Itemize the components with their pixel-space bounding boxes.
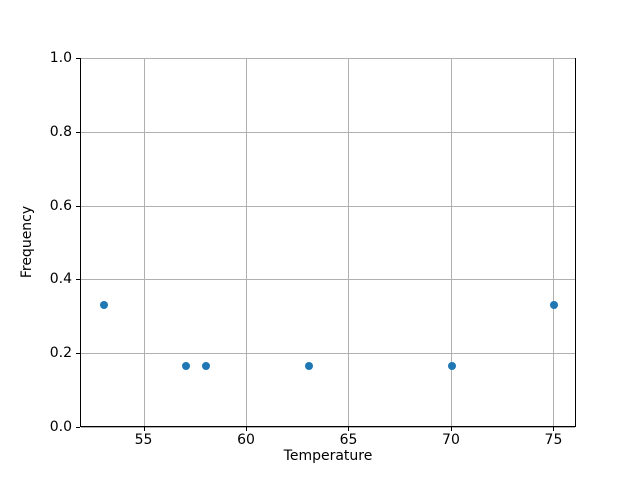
- y-tick-mark: [76, 58, 80, 59]
- y-tick-mark: [76, 205, 80, 207]
- y-tick-label: 0.4: [49, 271, 72, 288]
- gridline-vertical: [450, 59, 452, 426]
- x-tick-label: 55: [134, 432, 153, 448]
- y-tick-mark: [76, 427, 80, 428]
- data-point: [550, 301, 559, 310]
- data-point: [181, 362, 190, 371]
- gridline-horizontal: [81, 58, 575, 59]
- y-tick-mark: [76, 279, 80, 281]
- data-point: [304, 362, 313, 371]
- plot-area: [80, 58, 576, 428]
- x-tick-mark: [450, 427, 452, 431]
- data-point: [99, 301, 108, 310]
- gridline-vertical: [348, 59, 350, 426]
- gridline-horizontal: [81, 279, 575, 281]
- y-tick-label: 0.0: [49, 419, 72, 435]
- x-tick-mark: [143, 427, 145, 431]
- y-axis-label: Frequency: [19, 205, 35, 279]
- y-tick-label: 0.8: [49, 123, 72, 140]
- gridline-vertical: [553, 59, 555, 426]
- data-point: [447, 362, 456, 371]
- gridline-horizontal: [81, 427, 575, 428]
- y-tick-mark: [76, 353, 80, 355]
- x-tick-label: 65: [339, 432, 358, 448]
- x-tick-mark: [348, 427, 350, 431]
- gridline-vertical: [246, 59, 248, 426]
- gridline-horizontal: [81, 353, 575, 355]
- x-tick-label: 75: [544, 432, 563, 448]
- x-tick-mark: [553, 427, 555, 431]
- y-tick-label: 0.2: [49, 345, 72, 362]
- x-tick-mark: [246, 427, 248, 431]
- y-tick-label: 1.0: [49, 50, 72, 66]
- gridline-horizontal: [81, 205, 575, 207]
- gridline-horizontal: [81, 131, 575, 133]
- x-axis-label: Temperature: [283, 448, 373, 464]
- x-tick-label: 60: [237, 432, 255, 448]
- y-tick-label: 0.6: [49, 197, 72, 214]
- y-tick-mark: [76, 131, 80, 133]
- data-point: [202, 362, 211, 371]
- x-tick-label: 70: [442, 432, 460, 448]
- gridline-vertical: [143, 59, 145, 426]
